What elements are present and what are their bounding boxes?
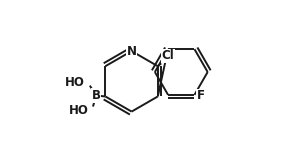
Text: N: N	[127, 45, 137, 58]
Text: Cl: Cl	[162, 49, 175, 62]
Text: F: F	[197, 89, 205, 102]
Text: B: B	[92, 89, 101, 102]
Text: HO: HO	[65, 76, 85, 89]
Text: HO: HO	[69, 104, 89, 117]
